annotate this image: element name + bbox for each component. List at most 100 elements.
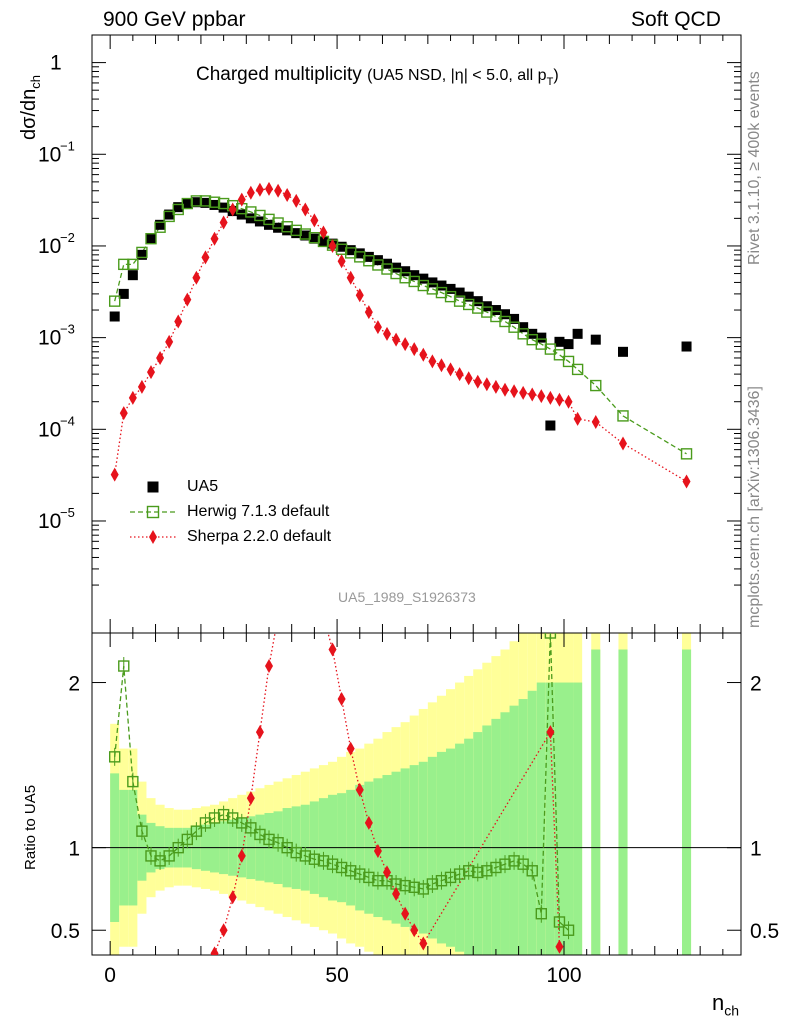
ua5-point <box>618 346 628 357</box>
ratio-herwig-point <box>118 660 130 672</box>
herwig-point <box>354 251 366 263</box>
ratio-herwig-point <box>544 633 557 639</box>
ua5-point <box>209 199 220 210</box>
ratio-sherpa-point <box>555 939 564 954</box>
ua5-point <box>572 328 583 339</box>
sherpa-point <box>237 192 246 207</box>
sherpa-point <box>419 347 428 362</box>
ua5-point <box>527 328 538 339</box>
ratio-y-tick-label-right: 0.5 <box>750 920 779 943</box>
band-inner <box>500 712 510 955</box>
band-inner <box>682 649 692 955</box>
sherpa-point <box>210 231 219 246</box>
band-inner <box>509 705 519 955</box>
sherpa-point <box>274 183 283 198</box>
ratio-herwig-point <box>136 825 148 837</box>
ratio-herwig-point <box>363 871 375 884</box>
sherpa-point <box>555 392 564 407</box>
herwig-point <box>344 247 357 259</box>
herwig-point <box>299 228 312 240</box>
sherpa-point <box>228 202 237 217</box>
herwig-point <box>372 259 384 271</box>
herwig-point <box>571 363 584 376</box>
ratio-herwig-point <box>490 861 502 874</box>
sherpa-point <box>373 320 382 335</box>
plot-subtitle-end: ) <box>553 67 559 84</box>
ratio-herwig-point <box>562 924 575 936</box>
ratio-herwig-point <box>426 878 439 890</box>
sherpa-point <box>174 314 183 329</box>
sherpa-point <box>410 342 419 357</box>
herwig-point <box>108 295 121 307</box>
ratio-herwig-point <box>444 871 457 884</box>
ua5-point <box>554 336 565 347</box>
herwig-point <box>281 221 293 233</box>
ratio-herwig-point <box>299 850 312 862</box>
herwig-point <box>462 298 475 311</box>
ratio-herwig-point <box>308 853 321 865</box>
ua5-point <box>418 273 429 284</box>
band-inner <box>536 682 546 955</box>
sherpa-point <box>246 185 255 200</box>
ua5-point <box>436 280 447 291</box>
band-inner <box>564 682 574 955</box>
ua5-point <box>282 225 293 236</box>
sherpa-point <box>528 387 537 402</box>
herwig-point <box>245 206 257 218</box>
ua5-point <box>164 209 175 220</box>
herwig-point <box>390 267 402 280</box>
sherpa-point <box>383 326 391 341</box>
ratio-herwig-point <box>535 908 548 920</box>
herwig-point <box>208 196 221 208</box>
sherpa-point <box>119 406 128 421</box>
ua5-point <box>155 219 166 230</box>
herwig-point <box>508 321 520 333</box>
sherpa-point <box>464 371 473 386</box>
herwig-point <box>154 221 166 233</box>
ratio-y-tick-label: 1 <box>68 838 80 861</box>
x-axis-label-text: n <box>712 990 725 1015</box>
ratio-sherpa-point <box>546 725 555 740</box>
ua5-point <box>236 209 247 220</box>
sherpa-point <box>519 385 528 400</box>
main-y-axis-label-text: dσ/dn <box>18 88 40 140</box>
ua5-point <box>318 236 329 247</box>
ratio-sherpa-point <box>410 923 419 938</box>
ua5-point <box>136 249 147 260</box>
ratio-herwig-point <box>172 841 184 854</box>
ratio-herwig-point <box>163 850 175 862</box>
ua5-point <box>490 305 501 316</box>
sherpa-point <box>346 270 355 285</box>
sherpa-point <box>537 389 546 404</box>
legend-label-herwig: Herwig 7.1.3 default <box>187 503 330 520</box>
ratio-herwig-point <box>317 855 330 867</box>
sherpa-point <box>192 270 201 285</box>
ua5-point <box>509 313 520 324</box>
ua5-point <box>309 233 320 244</box>
ratio-bands <box>110 633 692 955</box>
sherpa-point <box>501 382 509 397</box>
ratio-sherpa-point <box>355 782 364 797</box>
sherpa-point <box>137 379 146 394</box>
herwig-point <box>417 279 430 292</box>
ratio-herwig-point <box>354 868 366 880</box>
ua5-point <box>182 198 193 209</box>
ratio-herwig-point <box>290 846 302 859</box>
sherpa-point <box>564 394 573 409</box>
sherpa-point <box>219 215 228 230</box>
ua5-point <box>336 241 347 252</box>
ratio-sherpa-point <box>274 609 282 623</box>
plot-title: Charged multiplicity (UA5 NSD, |η| < 5.0… <box>196 64 559 88</box>
ratio-y-tick-label: 0.5 <box>51 920 80 943</box>
ratio-herwig-point <box>263 833 275 846</box>
main-y-tick-exponent: −1 <box>60 138 75 153</box>
herwig-point <box>399 272 411 284</box>
main-y-tick-label: 10 <box>38 235 61 258</box>
plot-title-main: Charged multiplicity <box>196 64 362 85</box>
band-inner <box>554 682 564 955</box>
sherpa-point <box>156 350 165 365</box>
band-inner <box>618 649 628 955</box>
herwig-point <box>172 203 184 216</box>
herwig-point <box>562 355 575 368</box>
